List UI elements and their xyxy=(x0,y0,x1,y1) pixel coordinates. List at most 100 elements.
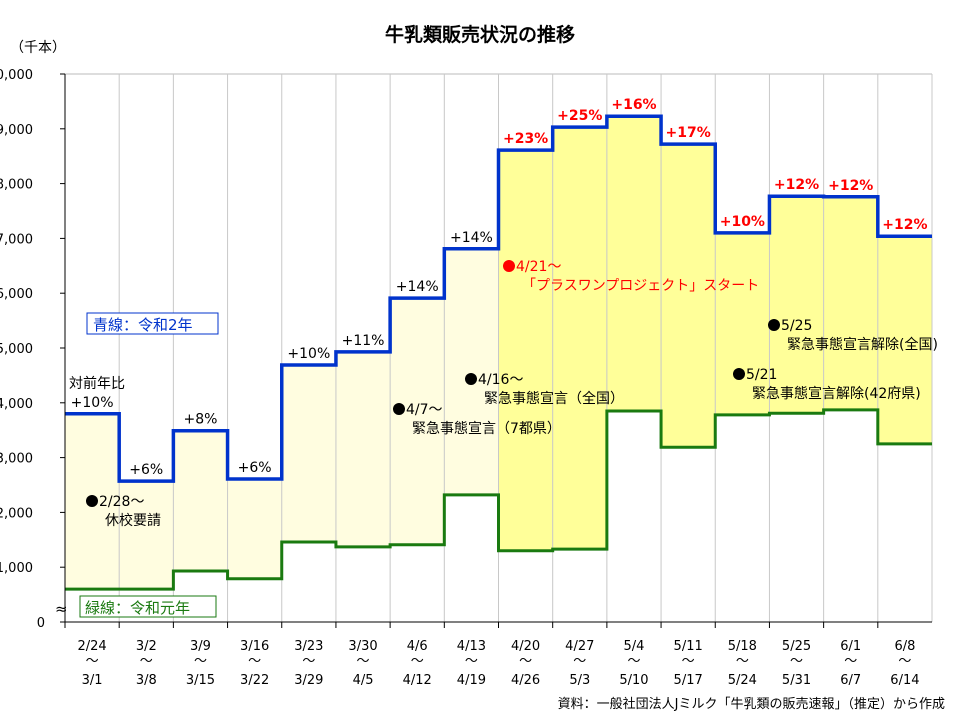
annotation-date: 4/7〜 xyxy=(406,402,443,418)
x-tick-label-end: 5/10 xyxy=(619,673,648,688)
y-tick-label: 34,000 xyxy=(0,397,33,412)
x-tick-label-sep: 〜 xyxy=(411,654,424,669)
y-tick-label: 33,000 xyxy=(0,452,33,467)
annotation-marker xyxy=(768,319,780,331)
annotation-date: 4/16〜 xyxy=(478,372,523,388)
x-tick-label-sep: 〜 xyxy=(736,654,749,669)
x-tick-label-sep: 〜 xyxy=(682,654,695,669)
x-tick-label-end: 5/17 xyxy=(674,673,703,688)
yoy-label: +10% xyxy=(720,214,765,230)
yoy-label: +25% xyxy=(557,108,602,124)
fill-band xyxy=(227,478,283,579)
axes: 0 31,000 32,000 33,000 34,000 35,000 36,000 37,… xyxy=(0,68,932,688)
y-tick-label: 37,000 xyxy=(0,232,33,247)
yoy-label: +8% xyxy=(183,412,217,428)
x-tick-label-sep: 〜 xyxy=(627,654,640,669)
x-tick-label-end: 4/26 xyxy=(511,673,540,688)
yoy-label: +12% xyxy=(774,177,819,193)
series-lines xyxy=(65,114,932,591)
legend-2020-label: 青線：令和2年 xyxy=(93,316,193,334)
annotation-text: 緊急事態宣言解除(42府県) xyxy=(752,386,921,402)
annotation-text: 緊急事態宣言（全国） xyxy=(484,390,624,407)
fill-band xyxy=(606,116,662,412)
x-tick-label-end: 5/3 xyxy=(569,673,590,688)
x-tick-label-sep: 〜 xyxy=(248,654,261,669)
x-tick-label-start: 3/16 xyxy=(240,639,269,654)
annotation-date: 2/28〜 xyxy=(99,494,144,510)
fill-band xyxy=(552,127,608,550)
y-axis-unit: （千本） xyxy=(10,40,66,56)
x-tick-label-sep: 〜 xyxy=(898,654,911,669)
y-tick-label: 36,000 xyxy=(0,287,33,302)
x-tick-label-sep: 〜 xyxy=(465,654,478,669)
yoy-label: +14% xyxy=(450,230,493,246)
fill-band xyxy=(877,236,933,444)
x-tick-label-start: 4/27 xyxy=(565,639,594,654)
x-tick-label-start: 4/20 xyxy=(511,639,540,654)
x-tick-label-start: 6/8 xyxy=(894,639,915,654)
axis-break-symbol: ≈ xyxy=(55,600,68,618)
x-tick-label-start: 3/9 xyxy=(190,639,211,654)
fill-band xyxy=(119,481,174,590)
annotation-date: 5/25 xyxy=(781,318,812,334)
x-tick-label-end: 3/1 xyxy=(82,673,103,688)
y-tick-label: 38,000 xyxy=(0,178,33,193)
x-tick-label-start: 5/25 xyxy=(782,639,811,654)
annotation-marker xyxy=(503,260,515,272)
x-tick-label-end: 3/15 xyxy=(186,673,215,688)
x-tick-label-end: 4/19 xyxy=(457,673,486,688)
x-tick-label-end: 6/14 xyxy=(890,673,919,688)
x-tick-label-sep: 〜 xyxy=(357,654,370,669)
yoy-caption: 対前年比 xyxy=(69,375,125,392)
annotation-text: 緊急事態宣言解除(全国) xyxy=(787,336,938,353)
series-line-2020 xyxy=(65,114,932,483)
x-tick-label-sep: 〜 xyxy=(302,654,315,669)
fill-band xyxy=(715,232,770,415)
x-tick-label-start: 4/13 xyxy=(457,639,486,654)
yoy-label: +12% xyxy=(828,178,873,194)
x-tick-label-end: 6/7 xyxy=(840,673,861,688)
x-tick-label-sep: 〜 xyxy=(844,654,857,669)
fill-bands xyxy=(65,116,933,590)
yoy-label: +10% xyxy=(287,346,330,362)
fill-band xyxy=(444,248,499,495)
x-tick-label-end: 4/5 xyxy=(353,673,374,688)
annotation-text: 休校要請 xyxy=(105,512,161,529)
legend-2019-label: 緑線：令和元年 xyxy=(85,599,190,617)
x-tick-label-sep: 〜 xyxy=(140,654,153,669)
y-tick-label: 32,000 xyxy=(0,506,33,521)
x-tick-label-end: 5/31 xyxy=(782,673,811,688)
x-tick-label-start: 6/1 xyxy=(840,639,861,654)
x-tick-label-end: 3/22 xyxy=(240,673,269,688)
fill-band xyxy=(173,430,229,572)
yoy-label: +10% xyxy=(71,395,114,411)
y-tick-label: 35,000 xyxy=(0,342,33,357)
fill-band xyxy=(390,298,445,545)
annotation-date: 4/21〜 xyxy=(516,259,561,275)
annotation-marker xyxy=(393,403,405,415)
yoy-label: +14% xyxy=(396,279,439,295)
x-tick-label-start: 3/30 xyxy=(348,639,377,654)
x-tick-label-start: 5/4 xyxy=(624,639,645,654)
yoy-labels: +10% +6% +8% +6% +10% +11% +14% +14% +23% +25% +16… xyxy=(69,97,928,478)
x-tick-label-sep: 〜 xyxy=(86,654,99,669)
x-tick-label-start: 5/18 xyxy=(728,639,757,654)
legend-2019: 緑線：令和元年 xyxy=(79,595,217,618)
yoy-label: +16% xyxy=(611,97,656,113)
series-line-2019 xyxy=(65,408,932,591)
x-tick-label-end: 5/24 xyxy=(728,673,757,688)
annotation-marker xyxy=(733,368,745,380)
yoy-label: +12% xyxy=(882,217,927,233)
x-tick-label-end: 3/8 xyxy=(136,673,157,688)
annotation-marker xyxy=(465,373,477,385)
x-tick-label-end: 3/29 xyxy=(294,673,323,688)
x-tick-label-start: 2/24 xyxy=(77,639,106,654)
yoy-label: +6% xyxy=(238,460,272,476)
annotation-text: 「プラスワンプロジェクト」スタート xyxy=(522,278,759,294)
x-tick-label-sep: 〜 xyxy=(519,654,532,669)
annotation-date: 5/21 xyxy=(746,367,777,383)
fill-band xyxy=(281,364,337,542)
fill-band xyxy=(335,351,391,547)
x-tick-label-start: 3/2 xyxy=(136,639,157,654)
annotation-marker xyxy=(86,495,98,507)
